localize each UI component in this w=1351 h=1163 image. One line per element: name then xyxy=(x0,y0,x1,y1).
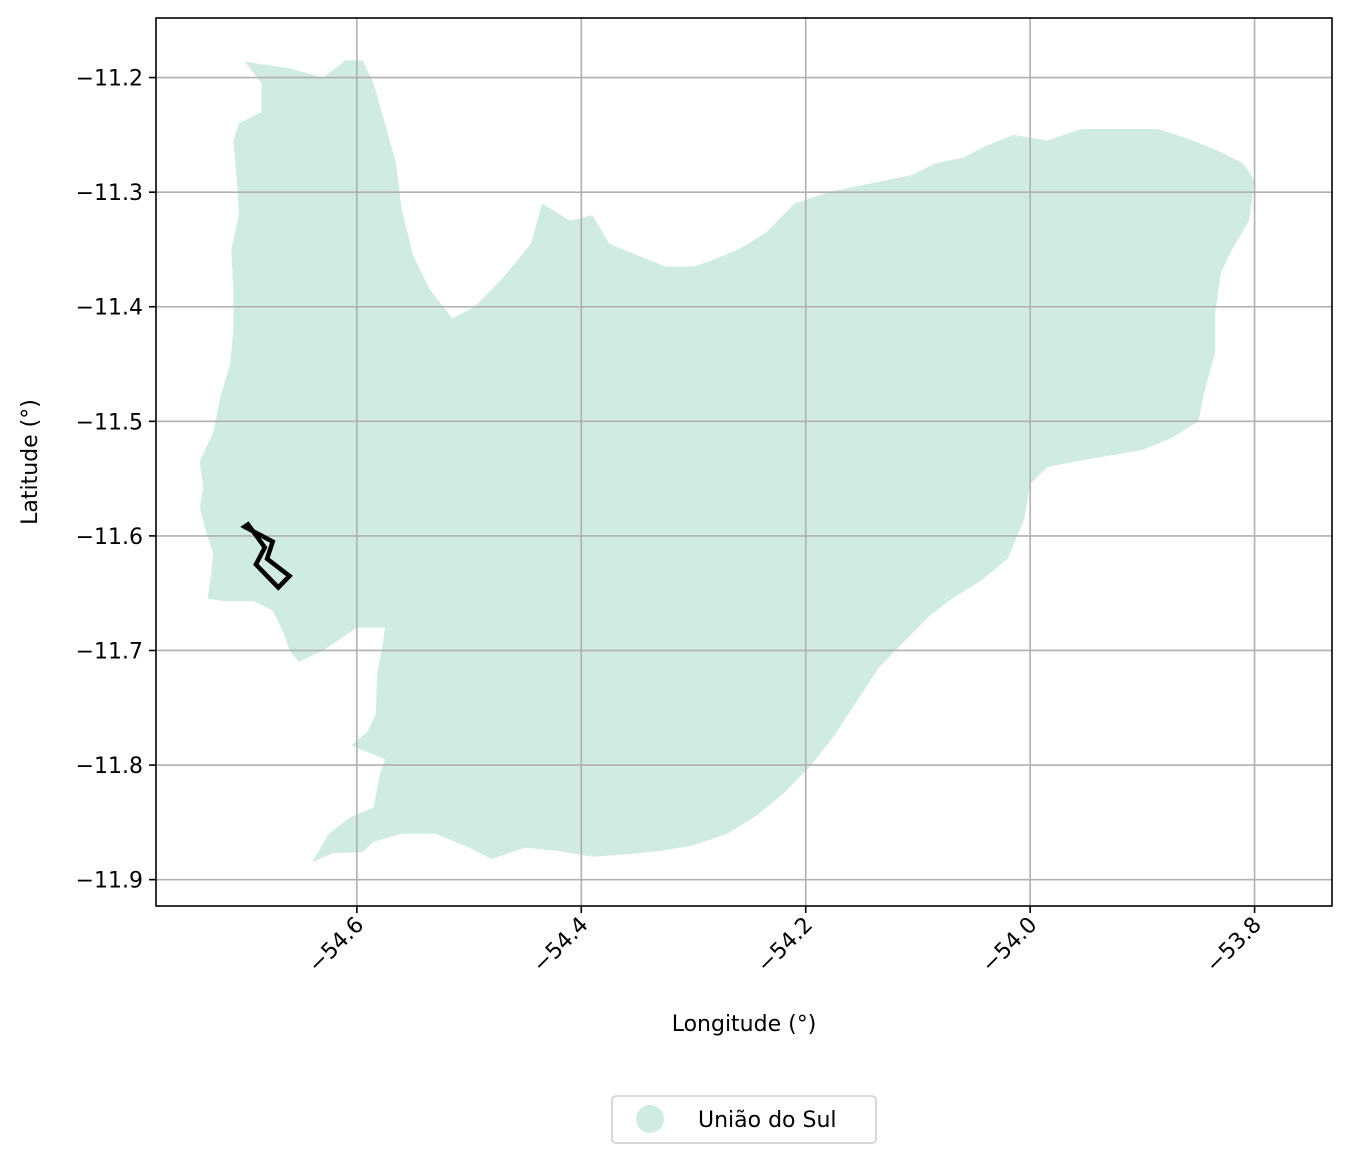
y-tick-label: −11.2 xyxy=(76,67,143,92)
highlight-layer xyxy=(240,521,293,591)
y-tick-label: −11.6 xyxy=(76,525,143,550)
y-tick-label: −11.9 xyxy=(76,869,143,894)
legend-label: União do Sul xyxy=(698,1108,837,1133)
y-tick-label: −11.8 xyxy=(76,754,143,779)
plot-frame xyxy=(155,17,1333,907)
grid-layer xyxy=(156,18,1332,906)
y-axis: −11.2 −11.3 −11.4 −11.5 −11.6 −11.7 −11.8 −11.9 xyxy=(76,67,156,894)
y-axis-title: Latitude (°) xyxy=(18,399,43,525)
plot-area xyxy=(155,17,1333,907)
legend-marker xyxy=(636,1105,664,1133)
legend: União do Sul xyxy=(611,1095,877,1144)
region-layer xyxy=(199,60,1255,863)
y-tick-label: −11.5 xyxy=(76,410,143,435)
highlight-outline xyxy=(240,521,293,591)
legend-box xyxy=(611,1095,877,1144)
y-tick-label: −11.4 xyxy=(76,296,143,321)
x-axis-title: Longitude (°) xyxy=(672,1012,817,1037)
region-polygon xyxy=(199,60,1255,863)
y-tick-label: −11.3 xyxy=(76,181,143,206)
y-tick-label: −11.7 xyxy=(76,639,143,664)
